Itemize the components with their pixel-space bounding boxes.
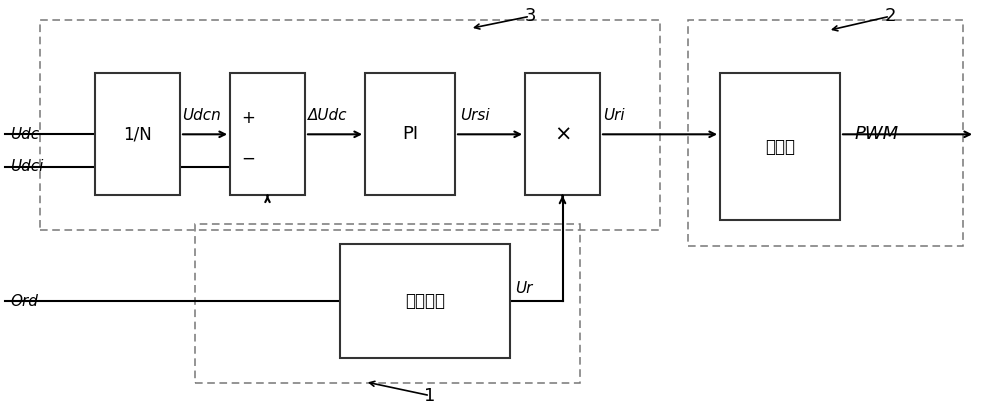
Bar: [230, 73, 305, 195]
Text: Udcn: Udcn: [182, 109, 221, 123]
Bar: [525, 73, 600, 195]
Text: −: −: [241, 150, 255, 168]
Text: PWM: PWM: [855, 125, 899, 143]
Bar: [95, 73, 180, 195]
Text: 2: 2: [884, 7, 896, 25]
Text: 主控制器: 主控制器: [405, 292, 445, 310]
Text: 调制器: 调制器: [765, 138, 795, 155]
Text: Uri: Uri: [603, 109, 625, 123]
Bar: [195, 224, 580, 383]
Text: PI: PI: [402, 125, 418, 143]
Bar: [688, 20, 963, 246]
Bar: [340, 244, 510, 358]
Text: Ord: Ord: [10, 294, 38, 309]
Text: 3: 3: [524, 7, 536, 25]
Text: 1/N: 1/N: [123, 125, 152, 143]
Text: ΔUdc: ΔUdc: [308, 109, 348, 123]
Text: Ur: Ur: [515, 282, 532, 296]
Text: Udci: Udci: [10, 160, 43, 174]
Text: 1: 1: [424, 387, 436, 405]
Text: +: +: [241, 109, 255, 127]
Bar: [40, 20, 660, 230]
Text: Ursi: Ursi: [460, 109, 490, 123]
Bar: [720, 73, 840, 220]
Bar: [365, 73, 455, 195]
Text: ×: ×: [554, 124, 571, 144]
Text: Udc: Udc: [10, 127, 39, 142]
